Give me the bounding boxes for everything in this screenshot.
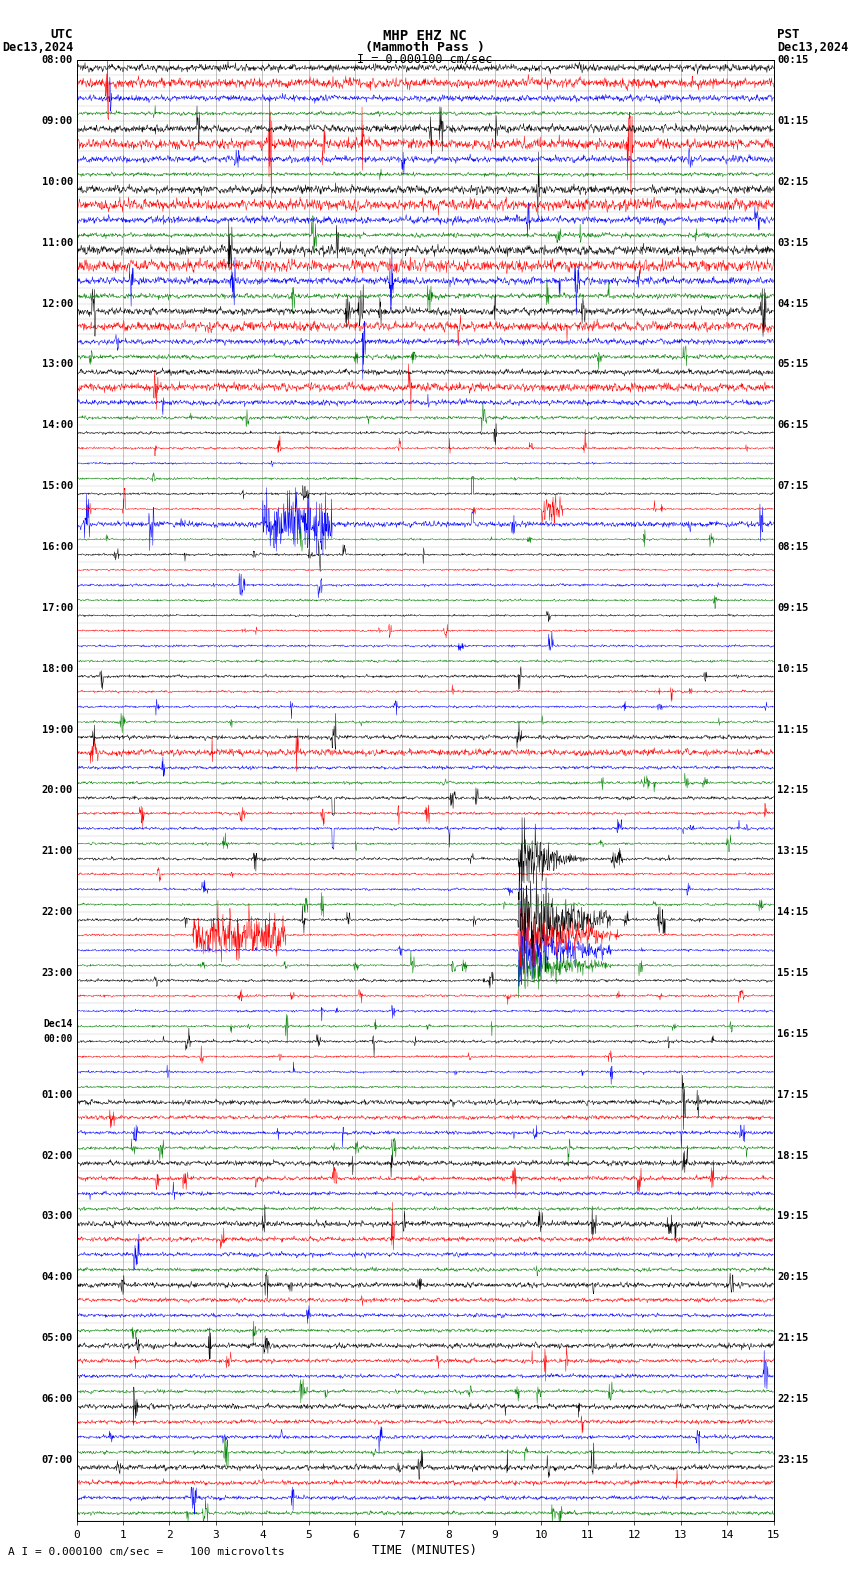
Text: 05:15: 05:15 bbox=[777, 360, 808, 369]
Text: 21:15: 21:15 bbox=[777, 1334, 808, 1343]
X-axis label: TIME (MINUTES): TIME (MINUTES) bbox=[372, 1544, 478, 1557]
Text: 02:15: 02:15 bbox=[777, 177, 808, 187]
Text: A I = 0.000100 cm/sec =    100 microvolts: A I = 0.000100 cm/sec = 100 microvolts bbox=[8, 1548, 286, 1557]
Text: 08:00: 08:00 bbox=[42, 55, 73, 65]
Text: 08:15: 08:15 bbox=[777, 542, 808, 551]
Text: 06:00: 06:00 bbox=[42, 1394, 73, 1403]
Text: 03:15: 03:15 bbox=[777, 238, 808, 247]
Text: 21:00: 21:00 bbox=[42, 846, 73, 857]
Text: 03:00: 03:00 bbox=[42, 1212, 73, 1221]
Text: 18:15: 18:15 bbox=[777, 1150, 808, 1161]
Text: 20:00: 20:00 bbox=[42, 786, 73, 795]
Text: I = 0.000100 cm/sec: I = 0.000100 cm/sec bbox=[357, 52, 493, 65]
Text: 09:00: 09:00 bbox=[42, 116, 73, 127]
Text: 07:00: 07:00 bbox=[42, 1454, 73, 1465]
Text: PST: PST bbox=[777, 29, 799, 41]
Text: 17:00: 17:00 bbox=[42, 604, 73, 613]
Text: 12:15: 12:15 bbox=[777, 786, 808, 795]
Text: 14:00: 14:00 bbox=[42, 420, 73, 431]
Text: 02:00: 02:00 bbox=[42, 1150, 73, 1161]
Text: 12:00: 12:00 bbox=[42, 299, 73, 309]
Text: 16:15: 16:15 bbox=[777, 1030, 808, 1039]
Text: 11:15: 11:15 bbox=[777, 724, 808, 735]
Text: 14:15: 14:15 bbox=[777, 908, 808, 917]
Text: 13:00: 13:00 bbox=[42, 360, 73, 369]
Text: 20:15: 20:15 bbox=[777, 1272, 808, 1281]
Text: 23:00: 23:00 bbox=[42, 968, 73, 977]
Text: 16:00: 16:00 bbox=[42, 542, 73, 551]
Text: 10:15: 10:15 bbox=[777, 664, 808, 673]
Text: 10:00: 10:00 bbox=[42, 177, 73, 187]
Text: 01:00: 01:00 bbox=[42, 1090, 73, 1099]
Text: (Mammoth Pass ): (Mammoth Pass ) bbox=[365, 41, 485, 54]
Text: 00:15: 00:15 bbox=[777, 55, 808, 65]
Text: 04:00: 04:00 bbox=[42, 1272, 73, 1281]
Text: 05:00: 05:00 bbox=[42, 1334, 73, 1343]
Text: 13:15: 13:15 bbox=[777, 846, 808, 857]
Text: Dec14: Dec14 bbox=[43, 1020, 73, 1030]
Text: 15:15: 15:15 bbox=[777, 968, 808, 977]
Text: 22:00: 22:00 bbox=[42, 908, 73, 917]
Text: MHP EHZ NC: MHP EHZ NC bbox=[383, 30, 467, 43]
Text: 06:15: 06:15 bbox=[777, 420, 808, 431]
Text: 01:15: 01:15 bbox=[777, 116, 808, 127]
Text: 11:00: 11:00 bbox=[42, 238, 73, 247]
Text: 23:15: 23:15 bbox=[777, 1454, 808, 1465]
Text: Dec13,2024: Dec13,2024 bbox=[777, 41, 848, 54]
Text: 15:00: 15:00 bbox=[42, 482, 73, 491]
Text: 09:15: 09:15 bbox=[777, 604, 808, 613]
Text: Dec13,2024: Dec13,2024 bbox=[2, 41, 73, 54]
Text: 22:15: 22:15 bbox=[777, 1394, 808, 1403]
Text: 04:15: 04:15 bbox=[777, 299, 808, 309]
Text: 19:00: 19:00 bbox=[42, 724, 73, 735]
Text: 00:00: 00:00 bbox=[43, 1034, 73, 1044]
Text: 17:15: 17:15 bbox=[777, 1090, 808, 1099]
Text: 19:15: 19:15 bbox=[777, 1212, 808, 1221]
Text: UTC: UTC bbox=[51, 29, 73, 41]
Text: 18:00: 18:00 bbox=[42, 664, 73, 673]
Text: 07:15: 07:15 bbox=[777, 482, 808, 491]
